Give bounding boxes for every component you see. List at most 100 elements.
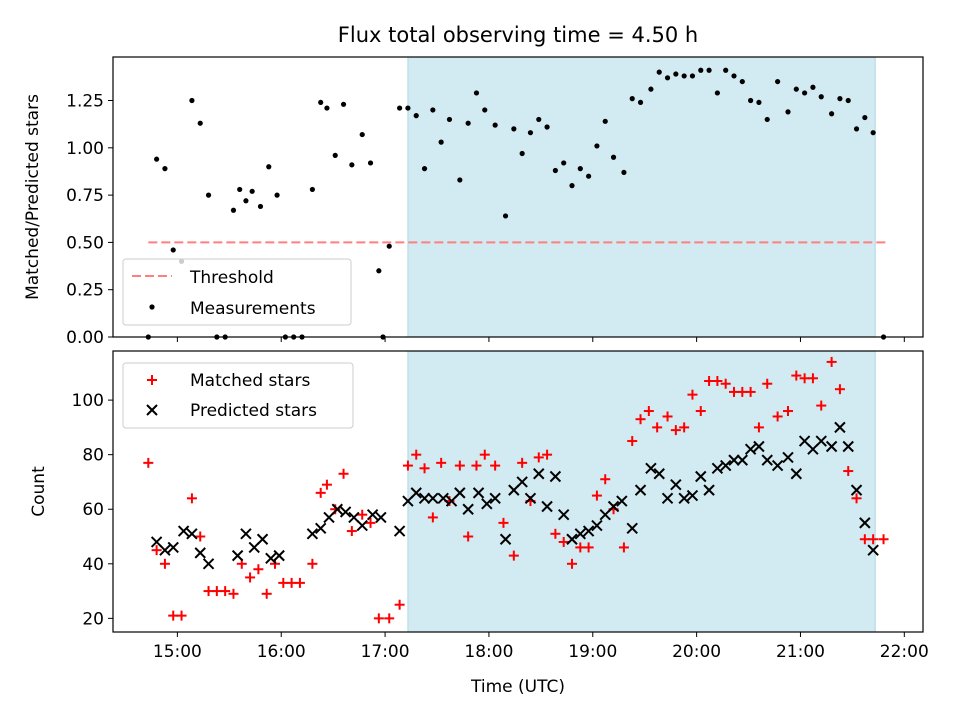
predicted-star-point xyxy=(557,508,570,521)
matched-star-point xyxy=(402,460,413,471)
cross-b xyxy=(375,511,387,524)
measurement-point xyxy=(577,166,583,172)
matched-star-point xyxy=(253,564,264,575)
y-axis-label: Count xyxy=(29,466,49,517)
predicted-star-point xyxy=(306,528,319,540)
measurement-point xyxy=(818,94,824,100)
measurement-point xyxy=(309,186,315,193)
measurement-point xyxy=(681,73,687,79)
measurement-point xyxy=(845,97,851,104)
y-tick-label: 1.00 xyxy=(66,139,104,159)
figure-title: Flux total observing time = 4.50 h xyxy=(338,23,698,47)
cross-b xyxy=(186,528,198,540)
measurement-point xyxy=(621,169,627,176)
matched-star-point xyxy=(542,449,553,460)
predicted-star-point xyxy=(744,443,757,455)
matched-star-point xyxy=(783,406,793,417)
matched-star-point xyxy=(357,509,368,520)
predicted-star-point xyxy=(859,517,871,529)
ratio-markers xyxy=(145,67,887,340)
measurement-point xyxy=(340,101,347,107)
cross-b xyxy=(867,544,879,556)
predicted-star-point xyxy=(678,492,690,505)
matched-star-point xyxy=(346,526,357,537)
x-tick-label: 16:00 xyxy=(257,642,306,662)
cross-b xyxy=(516,476,528,488)
matched-star-point xyxy=(454,460,465,471)
predicted-star-point xyxy=(815,435,827,447)
y-axis-ticks: 20 40 60 80 100 xyxy=(72,391,113,629)
cross-b xyxy=(753,440,765,453)
matched-star-point xyxy=(670,425,681,436)
measurement-point xyxy=(853,126,860,132)
legend-measurements-swatch xyxy=(149,304,155,310)
predicted-star-point xyxy=(410,487,422,499)
predicted-star-point xyxy=(607,500,620,513)
measurement-point xyxy=(482,107,488,113)
predicted-star-point xyxy=(582,525,595,537)
cross-b xyxy=(711,462,724,475)
matched-star-point xyxy=(498,517,509,528)
measurement-point xyxy=(438,139,444,145)
cross-b xyxy=(549,470,562,483)
matched-star-point xyxy=(643,406,654,417)
predicted-star-point xyxy=(240,528,252,540)
y-tick-label: 0.00 xyxy=(66,328,104,348)
matched-star-point xyxy=(807,373,818,384)
matched-star-point xyxy=(338,468,349,479)
measurement-point xyxy=(197,120,203,126)
measurement-point xyxy=(386,243,392,249)
matched-star-point xyxy=(583,542,594,553)
cross-b xyxy=(331,503,344,515)
matched-star-point xyxy=(878,534,889,545)
measurement-point xyxy=(162,166,168,172)
matched-star-point xyxy=(479,449,490,460)
matched-star-point xyxy=(261,588,272,599)
count-markers xyxy=(143,356,889,624)
matched-star-point xyxy=(411,449,422,460)
matched-star-point xyxy=(662,411,673,422)
measurement-point xyxy=(785,109,791,115)
cross-b xyxy=(703,484,715,496)
predicted-star-point xyxy=(790,468,803,480)
predicted-star-point xyxy=(159,544,171,556)
cross-b xyxy=(177,525,190,537)
plot-frame xyxy=(112,350,924,633)
measurement-point xyxy=(594,143,600,149)
cross-b xyxy=(454,487,466,499)
predicted-star-point xyxy=(761,454,773,466)
measurement-point xyxy=(829,111,835,117)
measurement-point xyxy=(502,213,509,219)
predicted-star-point xyxy=(393,525,406,537)
cross-b xyxy=(842,440,854,453)
predicted-star-point xyxy=(566,533,578,545)
cross-b xyxy=(850,484,863,496)
predicted-star-point xyxy=(437,492,449,505)
cross-b xyxy=(582,525,595,537)
y-axis-label: Matched/Predicted stars xyxy=(23,94,43,300)
matched-star-point xyxy=(772,411,783,422)
measurement-point xyxy=(266,164,272,170)
measurement-point xyxy=(775,78,781,85)
measurement-point xyxy=(376,268,382,274)
cross-b xyxy=(678,492,690,505)
predicted-star-point xyxy=(634,484,647,496)
cross-b xyxy=(834,421,846,434)
measurement-point xyxy=(413,113,419,119)
matched-star-point xyxy=(195,531,206,542)
cross-b xyxy=(462,503,474,515)
matched-star-point xyxy=(762,378,773,389)
cross-b xyxy=(736,454,749,466)
measurement-point xyxy=(673,71,679,77)
predicted-star-point xyxy=(541,500,553,513)
measurement-point xyxy=(656,69,662,75)
measurement-point xyxy=(492,122,498,128)
matched-star-point xyxy=(652,422,663,433)
predicted-star-point xyxy=(834,421,846,434)
matched-star-point xyxy=(307,558,318,569)
measurement-point xyxy=(837,96,843,102)
legend-plus-mark xyxy=(147,375,157,385)
measurement-point xyxy=(602,118,608,124)
legend-label-predicted: Predicted stars xyxy=(190,401,317,421)
predicted-star-point xyxy=(574,528,587,540)
